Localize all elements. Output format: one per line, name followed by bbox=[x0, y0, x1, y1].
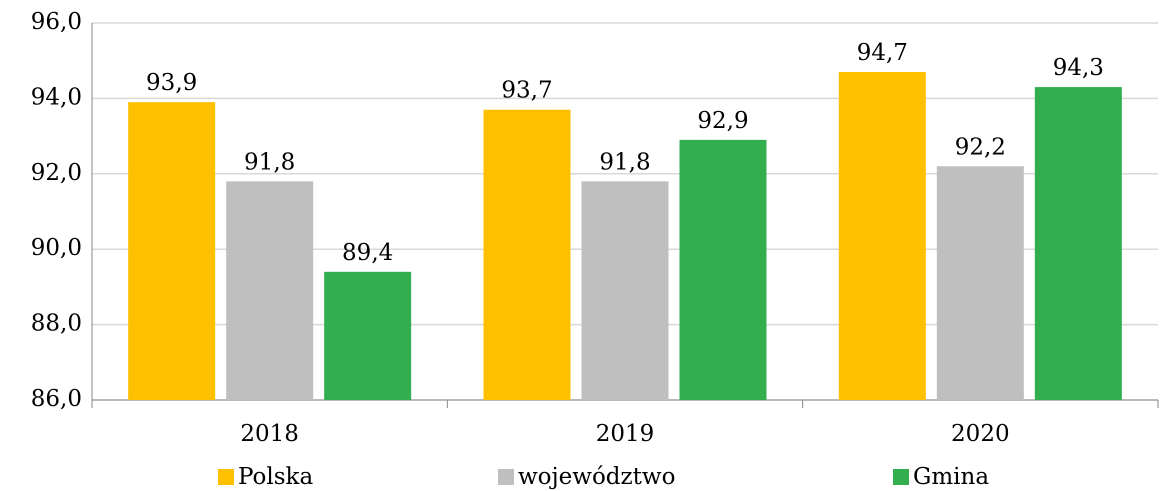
data-label: 91,8 bbox=[599, 149, 650, 175]
legend-label: Gmina bbox=[913, 464, 989, 490]
legend-swatch bbox=[893, 469, 909, 485]
bar bbox=[1034, 87, 1122, 400]
y-tick-label: 92,0 bbox=[31, 160, 82, 186]
legend-label: województwo bbox=[518, 464, 675, 490]
bar bbox=[838, 72, 926, 400]
legend-swatch bbox=[218, 469, 234, 485]
data-label: 92,9 bbox=[697, 108, 748, 134]
legend-swatch bbox=[498, 469, 514, 485]
bar bbox=[226, 181, 314, 400]
bar bbox=[581, 181, 669, 400]
bar bbox=[483, 109, 571, 401]
data-label: 94,7 bbox=[857, 40, 908, 66]
bar bbox=[324, 271, 412, 400]
data-label: 89,4 bbox=[342, 240, 393, 266]
x-tick-label: 2019 bbox=[596, 421, 655, 447]
data-label: 93,9 bbox=[146, 70, 197, 96]
bar bbox=[679, 139, 767, 400]
y-tick-label: 90,0 bbox=[31, 235, 82, 261]
y-tick-label: 86,0 bbox=[31, 386, 82, 412]
legend-label: Polska bbox=[238, 464, 313, 490]
data-label: 94,3 bbox=[1053, 55, 1104, 81]
data-label: 91,8 bbox=[244, 149, 295, 175]
x-tick-label: 2018 bbox=[240, 421, 299, 447]
x-tick-label: 2020 bbox=[951, 421, 1010, 447]
bar bbox=[128, 102, 216, 401]
data-label: 93,7 bbox=[501, 78, 552, 104]
data-label: 92,2 bbox=[955, 134, 1006, 160]
y-tick-label: 96,0 bbox=[31, 9, 82, 35]
y-tick-label: 88,0 bbox=[31, 311, 82, 337]
y-tick-label: 94,0 bbox=[31, 84, 82, 110]
bar bbox=[936, 166, 1024, 400]
